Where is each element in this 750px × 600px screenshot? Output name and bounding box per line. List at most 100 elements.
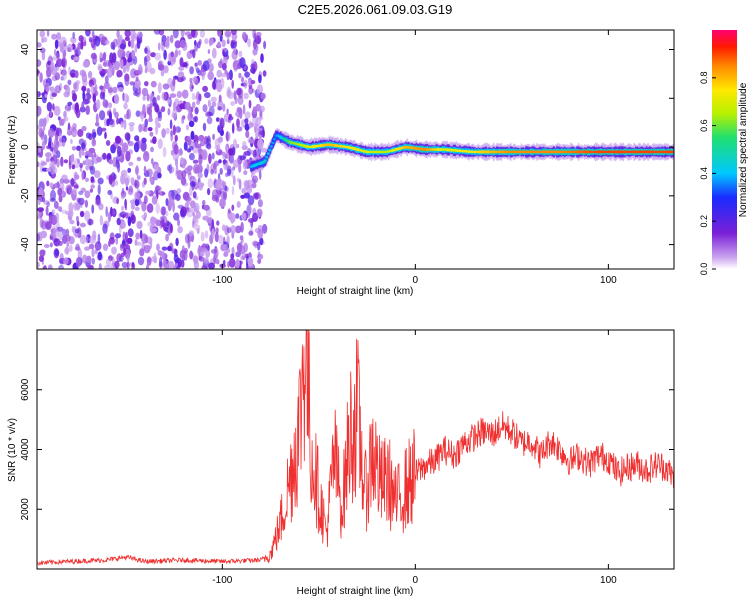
- spectrogram-noise-cell: [217, 30, 222, 37]
- spectrogram-noise-cell: [170, 223, 173, 234]
- spectrogram-noise-cell: [154, 116, 159, 127]
- spectrogram-noise-cell: [136, 175, 141, 180]
- spectrogram-noise-cell: [49, 242, 53, 248]
- spectrogram-noise-cell: [179, 57, 184, 67]
- spectrogram-noise-cell: [258, 74, 262, 84]
- spectrogram-noise-cell: [169, 119, 173, 130]
- spectrogram-noise-cell: [115, 180, 119, 186]
- spectrogram-noise-cell: [235, 258, 240, 268]
- spectrogram-noise-cell: [49, 182, 54, 188]
- spectrogram-noise-cell: [192, 159, 199, 164]
- spectrogram-noise-cell: [38, 255, 44, 262]
- spectrogram-noise-cell: [156, 243, 160, 252]
- spectrogram-noise-cell: [222, 103, 226, 112]
- spectrogram-noise-cell: [192, 211, 195, 217]
- spectrogram-noise-cell: [213, 163, 217, 170]
- spectrogram-noise-cell: [238, 163, 242, 173]
- spectrogram-noise-cell: [87, 70, 93, 79]
- spectrogram-noise-cell: [45, 205, 49, 216]
- spectrogram-noise-cell: [49, 235, 53, 240]
- spectrogram-noise-cell: [114, 233, 122, 239]
- spectrogram-noise-cell: [45, 82, 50, 92]
- spectrogram-noise-cell: [231, 204, 235, 211]
- spectrogram-noise-cell: [159, 256, 163, 268]
- spectrogram-noise-cell: [161, 128, 166, 139]
- spectrogram-noise-cell: [78, 190, 84, 196]
- spectrogram-noise-cell: [199, 69, 206, 77]
- spectrogram-noise-cell: [225, 145, 229, 152]
- spectrogram-signal-cell: [266, 152, 270, 155]
- spectrogram-noise-cell: [76, 220, 80, 227]
- spectrogram-noise-cell: [176, 169, 183, 181]
- spectrogram-noise-cell: [205, 243, 210, 250]
- spectrogram-noise-cell: [41, 50, 46, 61]
- spectrogram-noise-cell: [253, 32, 257, 43]
- spectrogram-noise-cell: [150, 94, 154, 100]
- spectrogram-noise-cell: [151, 195, 158, 205]
- spectrogram-noise-cell: [153, 30, 161, 35]
- spectrogram-noise-cell: [82, 79, 88, 87]
- spectrogram-noise-cell: [114, 111, 119, 119]
- spectrogram-noise-cell: [216, 220, 220, 226]
- spectrogram-noise-cell: [82, 254, 88, 264]
- spectrogram-noise-cell: [258, 116, 264, 121]
- spectrogram-noise-cell: [252, 212, 259, 222]
- spectrogram-noise-cell: [57, 116, 61, 121]
- spectrogram-noise-cell: [58, 240, 63, 246]
- spectrogram-noise-cell: [61, 174, 68, 182]
- spectrogram-noise-cell: [217, 41, 221, 48]
- spectrogram-noise-cell: [56, 150, 61, 159]
- spectrogram-noise-cell: [196, 99, 201, 105]
- spectrogram-noise-cell: [81, 101, 85, 112]
- spectrogram-noise-cell: [135, 69, 142, 75]
- spectrogram-noise-cell: [153, 252, 157, 261]
- spectrogram-noise-cell: [82, 90, 85, 101]
- spectrogram-noise-cell: [116, 30, 120, 38]
- spectrogram-noise-cell: [112, 173, 117, 181]
- spectrogram-noise-cell: [99, 85, 104, 90]
- spectrogram-noise-cell: [236, 242, 243, 253]
- spectrogram-noise-cell: [115, 236, 119, 245]
- spectrogram-noise-cell: [81, 142, 86, 150]
- spectrogram-noise-cell: [91, 204, 95, 214]
- spectrogram-noise-cell: [143, 150, 150, 162]
- spectrogram-noise-cell: [252, 106, 257, 115]
- spectrogram-noise-cell: [59, 42, 65, 53]
- spectrogram-noise-cell: [38, 212, 41, 218]
- spectrogram-noise-cell: [257, 199, 263, 208]
- spectrogram-noise-cell: [92, 95, 96, 101]
- spectrogram-noise-cell: [90, 184, 95, 189]
- spectrogram-noise-cell: [144, 234, 149, 244]
- spectrogram-noise-cell: [65, 184, 72, 195]
- spectrogram-noise-cell: [85, 30, 91, 37]
- spectrogram-noise-cell: [172, 124, 176, 136]
- spectrogram-noise-cell: [90, 52, 97, 60]
- spectrogram-noise-cell: [260, 53, 264, 63]
- spectrogram-noise-cell: [97, 177, 104, 185]
- spectrogram-noise-cell: [153, 164, 159, 172]
- spectrogram-noise-cell: [78, 197, 85, 205]
- spectrogram-noise-cell: [162, 146, 167, 158]
- spectrogram-signal-cell: [265, 156, 269, 159]
- spectrogram-noise-cell: [256, 208, 263, 218]
- spectrogram-noise-cell: [66, 242, 70, 247]
- spectrogram-noise-cell: [157, 112, 163, 122]
- spectrogram-noise-cell: [54, 39, 59, 49]
- spectrogram-noise-cell: [97, 251, 103, 261]
- spectrogram-noise-cell: [128, 161, 134, 166]
- spectrogram-noise-cell: [87, 153, 94, 158]
- spectrogram-noise-cell: [37, 261, 40, 268]
- spectrogram-noise-cell: [210, 249, 217, 254]
- colorbar-tick-label: 0.2: [699, 215, 709, 228]
- spectrogram-noise-cell: [79, 162, 84, 168]
- spectrogram-noise-cell: [166, 220, 170, 227]
- spectrogram-noise-cell: [191, 92, 196, 101]
- spectrogram-noise-cell: [104, 131, 107, 139]
- snr-x-tick-label: 100: [600, 575, 617, 586]
- spectrogram-noise-cell: [188, 230, 195, 237]
- spectrogram-noise-cell: [67, 122, 71, 131]
- spectrogram-noise-cell: [155, 124, 159, 135]
- spectrogram-noise-cell: [202, 104, 208, 113]
- spectrogram-noise-cell: [179, 249, 186, 259]
- spectrogram-noise-cell: [253, 193, 260, 200]
